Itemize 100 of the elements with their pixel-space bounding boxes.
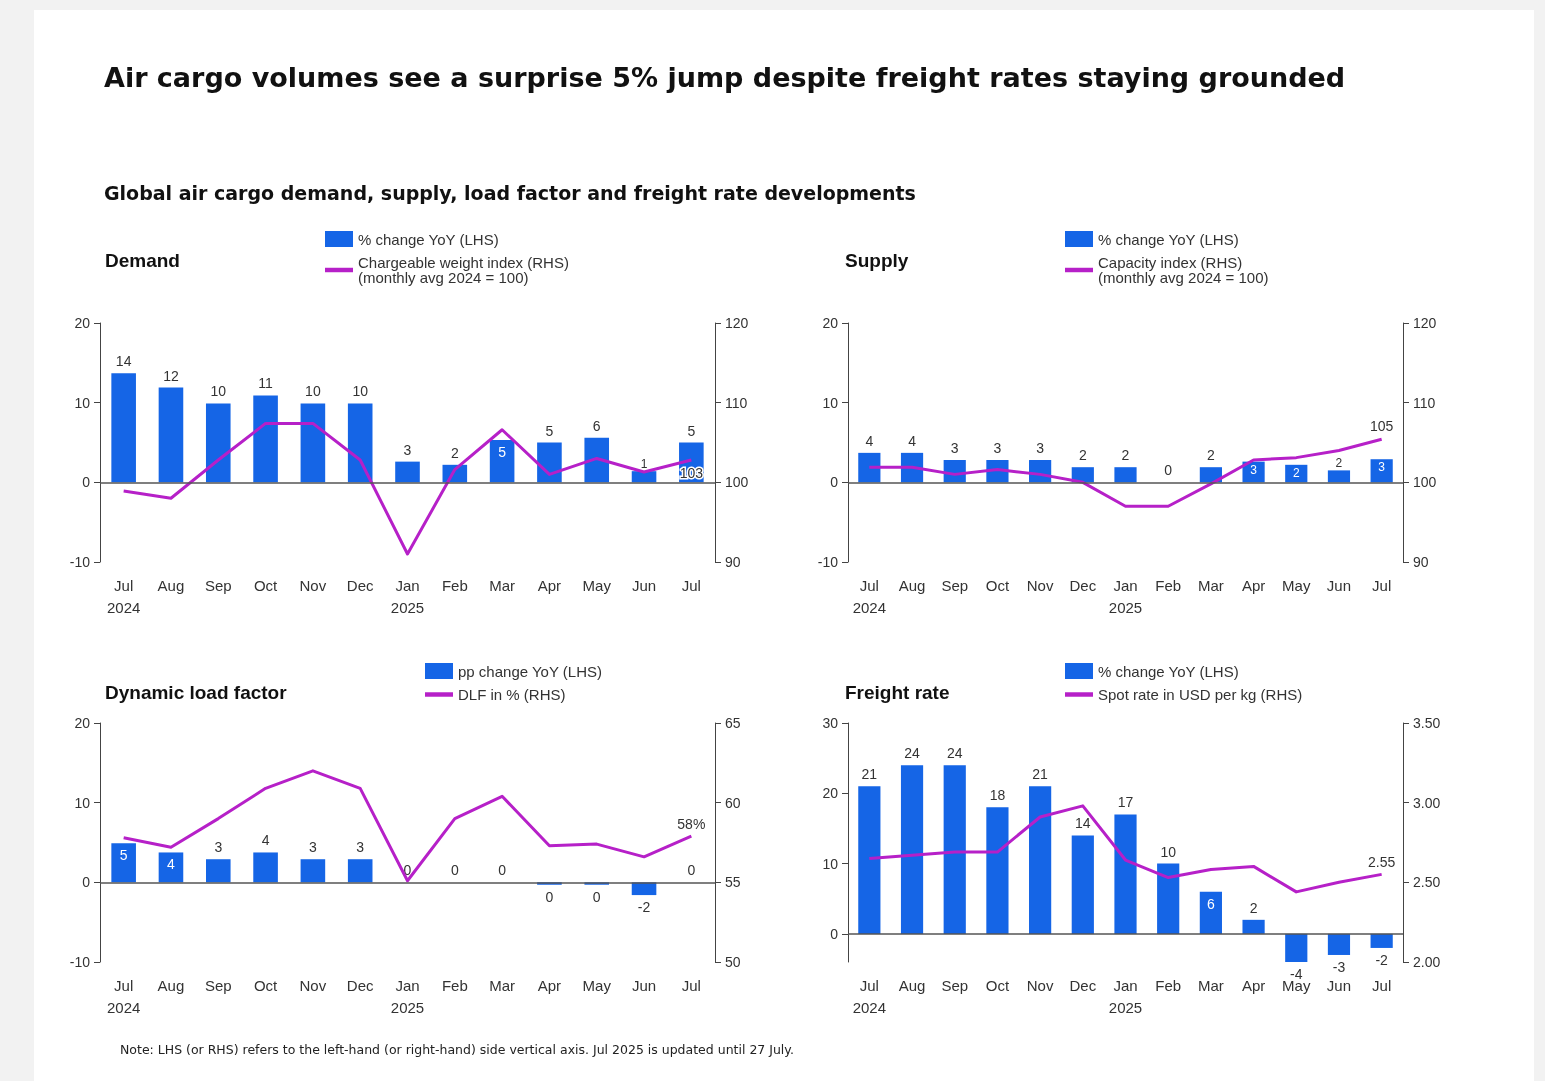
data-label: 105	[1369, 418, 1394, 435]
legend-label: Chargeable weight index (RHS) (monthly avg 2024 = 100)	[358, 254, 569, 286]
data-label: -2	[637, 899, 651, 916]
y2-tick-label: 65	[725, 715, 741, 731]
data-label: 5	[545, 422, 554, 439]
data-label: 0	[1164, 462, 1173, 479]
x-tick-label: Jul 2024	[106, 976, 141, 1016]
x-tick-label: Jun	[1326, 576, 1352, 594]
x-tick-label: Jun	[1326, 976, 1352, 994]
x-tick-label: Oct	[253, 576, 279, 594]
y2-tick-label: 90	[1413, 554, 1429, 570]
y-tick-label: 10	[74, 394, 91, 411]
y-tick-label: 10	[822, 394, 839, 411]
data-label: 21	[861, 766, 878, 783]
x-tick-label: Feb	[441, 976, 468, 994]
x-tick-label: Jul 2024	[106, 576, 141, 616]
data-label: 3	[214, 839, 223, 856]
data-label: 6	[1206, 895, 1215, 912]
y2-tick-label: 3.00	[1413, 794, 1441, 811]
y2-tick-label: 50	[725, 954, 741, 970]
data-label: 4	[865, 432, 874, 449]
y-tick-label: 20	[74, 715, 91, 731]
x-tick-label: Sep	[941, 576, 969, 594]
chart-title: Supply	[845, 250, 909, 271]
x-tick-label: Nov	[1026, 576, 1054, 594]
y-tick-label: 10	[822, 855, 839, 872]
x-tick-label: Apr	[537, 576, 562, 594]
y-tick-label: 0	[830, 474, 839, 491]
legend-label: Capacity index (RHS) (monthly avg 2024 = 100)	[1098, 254, 1269, 286]
data-label: 3	[356, 839, 365, 856]
data-label: 10	[352, 383, 369, 400]
data-label: 1	[640, 457, 648, 472]
data-label: 14	[115, 353, 132, 370]
data-label: 2.55	[1368, 854, 1396, 871]
data-label: 2	[450, 444, 459, 461]
x-tick-label: Nov	[299, 576, 327, 594]
data-label: -3	[1332, 958, 1346, 975]
data-label: 2	[1249, 899, 1258, 916]
chart-title: Freight rate	[845, 682, 950, 703]
y2-tick-label: 120	[725, 315, 749, 331]
x-tick-label: Mar	[1197, 576, 1224, 594]
data-label: 3	[1036, 440, 1045, 457]
x-tick-label: Feb	[1155, 576, 1182, 594]
data-label: 0	[592, 888, 601, 905]
y-tick-label: 10	[74, 794, 91, 811]
data-label: 0	[403, 862, 412, 879]
x-tick-label: Dec	[346, 976, 375, 994]
x-tick-label: Mar	[1197, 976, 1224, 994]
data-label: 3	[1378, 460, 1386, 475]
chart-title: Dynamic load factor	[105, 682, 288, 703]
data-label: 3	[950, 440, 959, 457]
data-label: 0	[687, 862, 696, 879]
legend-label: % change YoY (LHS)	[358, 230, 499, 248]
x-tick-label: Sep	[204, 976, 232, 994]
data-label: 4	[167, 856, 176, 873]
data-label: 0	[498, 862, 507, 879]
data-label: 12	[163, 367, 179, 384]
y2-tick-label: 120	[1413, 315, 1437, 331]
y-tick-label: 0	[830, 925, 839, 942]
legend-label: Spot rate in USD per kg (RHS)	[1098, 686, 1303, 703]
x-tick-label: Jul	[1372, 976, 1392, 994]
data-label: 2	[1121, 447, 1130, 464]
text: Global air cargo demand, supply, load factor and freight rate developments	[104, 182, 916, 204]
data-label: 4	[261, 832, 270, 849]
x-tick-label: Nov	[1026, 976, 1054, 994]
y-tick-label: 0	[82, 474, 91, 491]
x-tick-label: Apr	[1241, 976, 1266, 994]
data-label: 0	[450, 862, 459, 879]
x-tick-label: May	[582, 576, 612, 594]
x-tick-label: Dec	[346, 576, 375, 594]
x-tick-label: Dec	[1069, 576, 1097, 594]
data-label: 10	[1160, 843, 1177, 860]
y-tick-label: -10	[69, 954, 91, 970]
x-tick-label: May	[582, 976, 612, 994]
x-tick-label: May	[1282, 576, 1311, 594]
x-tick-label: Feb	[1155, 976, 1182, 994]
x-tick-label: Jan 2025	[1108, 576, 1143, 616]
y2-tick-label: 100	[1413, 474, 1437, 491]
data-label: 11	[258, 375, 274, 392]
text: Air cargo volumes see a surprise 5% jump despite freight rates staying grounded	[104, 62, 1346, 93]
x-tick-label: Jul	[681, 576, 701, 594]
data-label: 2	[1335, 456, 1343, 471]
y2-tick-label: 110	[1413, 394, 1436, 411]
y-tick-label: -10	[817, 554, 839, 570]
legend-label: pp change YoY (LHS)	[458, 662, 603, 680]
data-label: 0	[545, 888, 554, 905]
data-label: 3	[308, 839, 317, 856]
data-label: 10	[210, 383, 227, 400]
x-tick-label: Oct	[985, 976, 1010, 994]
x-tick-label: Aug	[898, 576, 926, 594]
y-tick-label: 20	[822, 315, 839, 331]
x-tick-label: Jul 2024	[852, 976, 887, 1016]
y2-tick-label: 2.50	[1413, 874, 1441, 891]
y-tick-label: 30	[822, 715, 839, 731]
x-tick-label: Jul	[1372, 576, 1392, 594]
chart-title: Demand	[105, 250, 180, 271]
data-label: 2	[1292, 465, 1300, 480]
x-tick-label: Jul	[681, 976, 701, 994]
x-tick-label: Aug	[157, 976, 185, 994]
y2-tick-label: 3.50	[1413, 715, 1441, 731]
